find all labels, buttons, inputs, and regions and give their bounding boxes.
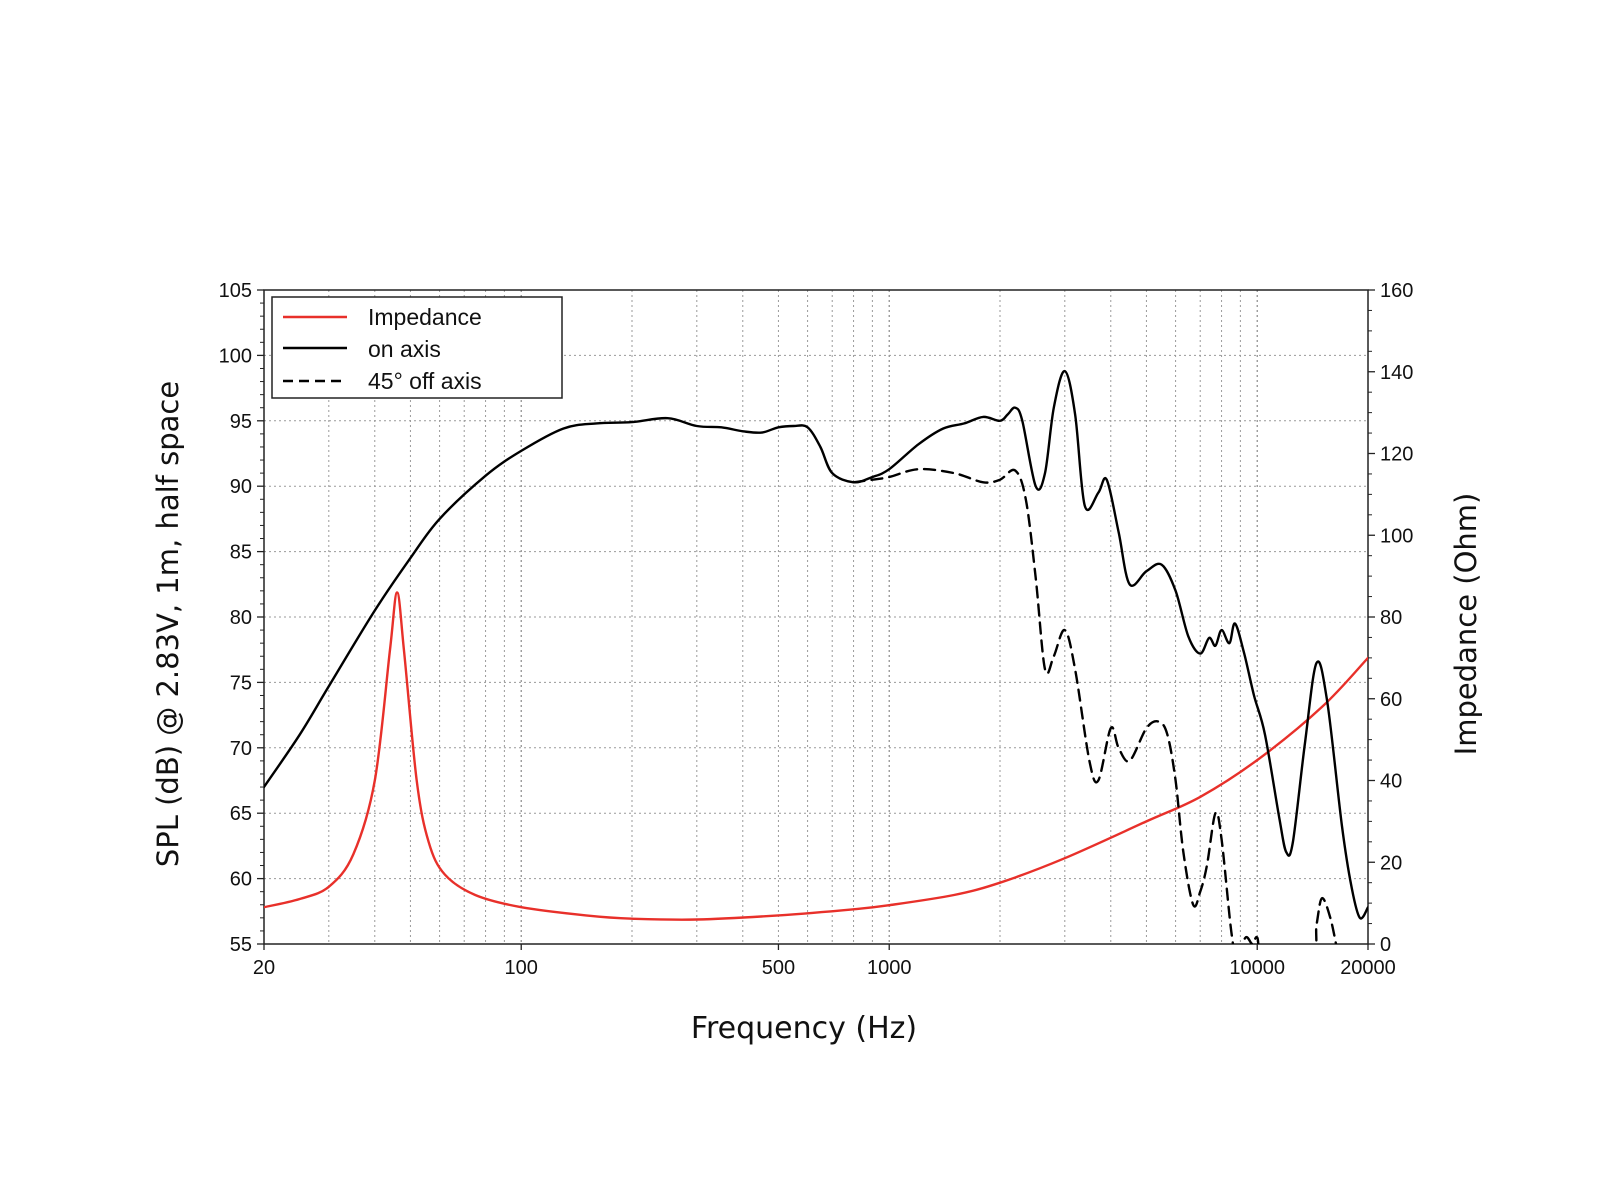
y2-tick-label: 20	[1380, 852, 1402, 874]
y2-tick-label: 60	[1380, 689, 1402, 711]
y-tick-label: 55	[230, 934, 252, 956]
x-tick-label: 100	[505, 957, 538, 979]
y-tick-label: 60	[230, 869, 252, 891]
legend-label-off-axis: 45° off axis	[368, 368, 482, 394]
y2-tick-label: 160	[1380, 280, 1413, 302]
y-tick-label: 90	[230, 476, 252, 498]
legend: Impedance on axis 45° off axis	[271, 296, 563, 399]
grid-lines	[264, 290, 1368, 944]
series-line-impedance	[264, 591, 1368, 921]
y2-tick-label: 80	[1380, 607, 1402, 629]
y-tick-label: 80	[230, 607, 252, 629]
series-line-45-off-axis	[852, 467, 1338, 944]
y-tick-label: 100	[219, 345, 252, 367]
axis-ticks: 55 60 65 70 75 80 85 90 95 100 105 0 20 40 60 80 100 120 1…	[219, 280, 1414, 979]
y2-axis-title: Impedance (Ohm)	[1449, 493, 1483, 756]
series-line-on-axis	[264, 369, 1368, 920]
x-axis-title: Frequency (Hz)	[691, 1011, 917, 1046]
x-tick-label: 500	[762, 957, 795, 979]
y2-tick-label: 140	[1380, 362, 1413, 384]
x-tick-label: 20	[253, 957, 275, 979]
legend-label-impedance: Impedance	[368, 304, 482, 330]
y-tick-label: 65	[230, 803, 252, 825]
y2-tick-label: 0	[1380, 934, 1391, 956]
y-tick-label: 85	[230, 542, 252, 564]
y2-tick-label: 120	[1380, 444, 1413, 466]
x-tick-label: 10000	[1229, 957, 1285, 979]
x-tick-label: 20000	[1340, 957, 1396, 979]
y2-tick-label: 40	[1380, 771, 1402, 793]
legend-label-on-axis: on axis	[368, 336, 441, 362]
y-axis-title: SPL (dB) @ 2.83V, 1m, half space	[151, 381, 185, 867]
y-tick-label: 75	[230, 672, 252, 694]
data-series	[264, 369, 1368, 944]
x-tick-label: 1000	[867, 957, 912, 979]
y-tick-label: 95	[230, 411, 252, 433]
y2-tick-label: 100	[1380, 525, 1413, 547]
y-tick-label: 70	[230, 738, 252, 760]
y-tick-label: 105	[219, 280, 252, 302]
